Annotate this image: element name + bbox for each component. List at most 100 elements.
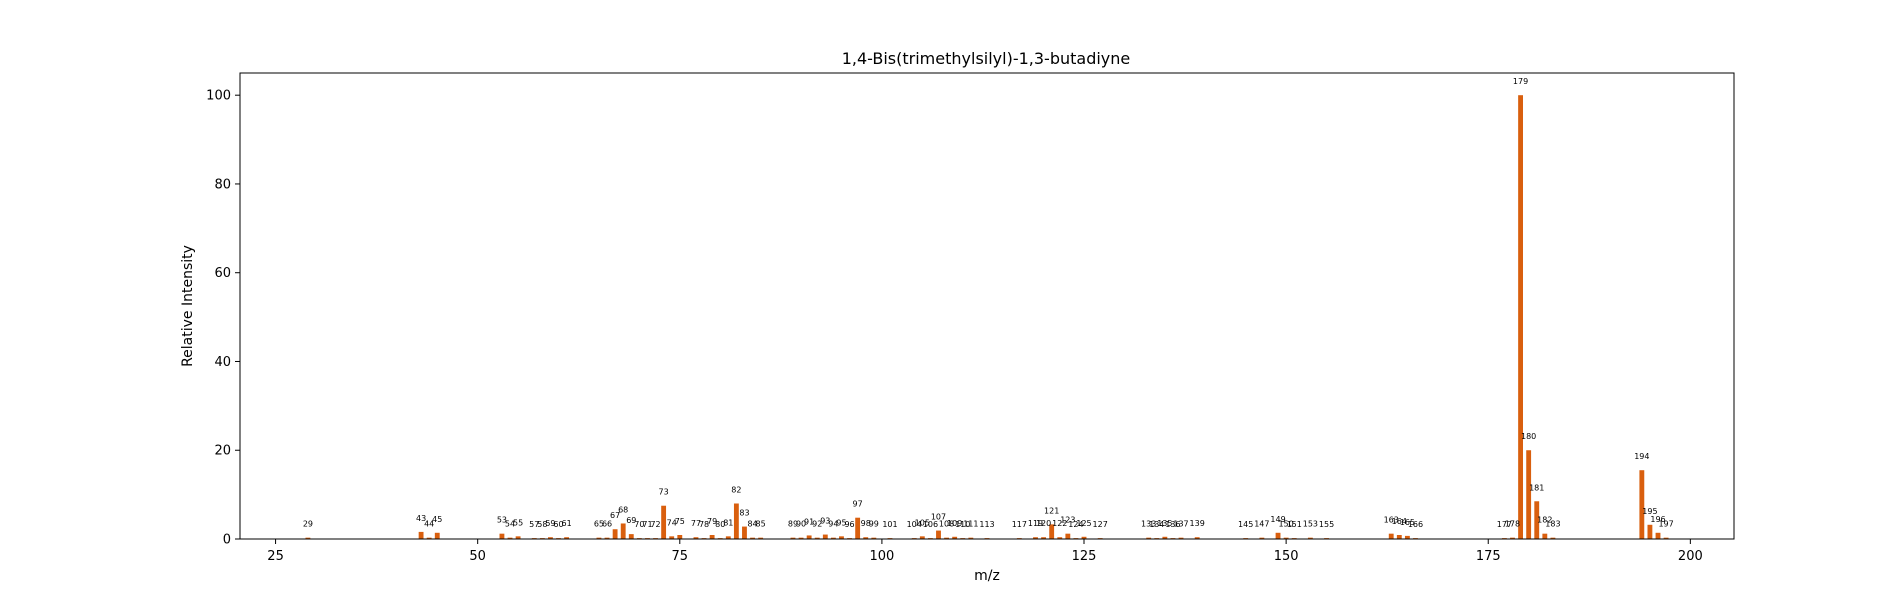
- peak-bar-137: [1178, 537, 1184, 539]
- peak-bar-83: [742, 526, 747, 539]
- peak-label-145: 145: [1238, 520, 1253, 529]
- peak-label-164: 164: [1392, 517, 1407, 526]
- peak-label-106: 106: [923, 520, 938, 529]
- peak-label-54: 54: [505, 520, 515, 529]
- peak-label-122: 122: [1052, 519, 1067, 528]
- peak-label-135: 135: [1157, 519, 1172, 528]
- peak-label-65: 65: [594, 520, 604, 529]
- y-axis-label: Relative Intensity: [180, 245, 196, 367]
- peak-label-90: 90: [796, 520, 806, 529]
- peak-bar-55: [515, 536, 521, 539]
- peak-label-59: 59: [545, 519, 555, 528]
- peak-label-181: 181: [1529, 483, 1544, 492]
- peak-bar-180: [1526, 450, 1532, 539]
- peak-label-68: 68: [618, 505, 628, 514]
- peak-bar-65: [596, 537, 602, 539]
- peak-bar-163: [1388, 533, 1394, 539]
- peak-label-101: 101: [882, 520, 897, 529]
- peak-bar-195: [1647, 524, 1653, 539]
- peak-label-29: 29: [303, 520, 313, 529]
- peak-bar-93: [822, 534, 828, 539]
- x-tick-label: 125: [1072, 549, 1097, 564]
- peak-bar-85: [758, 537, 764, 539]
- peak-label-79: 79: [707, 517, 717, 526]
- peak-label-72: 72: [650, 520, 660, 529]
- peak-bar-54: [507, 537, 513, 539]
- y-tick-label: 40: [214, 355, 231, 370]
- peak-label-108: 108: [939, 520, 954, 529]
- x-tick-label: 200: [1678, 549, 1703, 564]
- peak-bar-133: [1146, 537, 1152, 539]
- peak-label-96: 96: [844, 520, 854, 529]
- peak-bar-182: [1542, 533, 1548, 539]
- peak-label-70: 70: [634, 520, 644, 529]
- x-axis-ticks: 25 50 75 100 125 150 175 200: [267, 539, 1703, 564]
- peak-bar-95: [839, 536, 844, 539]
- peak-label-149: 149: [1270, 515, 1285, 524]
- peak-bar-81: [725, 536, 731, 539]
- peak-label-151: 151: [1287, 520, 1302, 529]
- peak-label-93: 93: [820, 517, 830, 526]
- peak-bar-111: [968, 537, 974, 539]
- peak-label-127: 127: [1093, 520, 1108, 529]
- peak-label-177: 177: [1497, 520, 1512, 529]
- x-tick-label: 175: [1476, 549, 1501, 564]
- peak-label-45: 45: [432, 515, 442, 524]
- peak-label-99: 99: [869, 520, 879, 529]
- peak-label-136: 136: [1165, 520, 1180, 529]
- peak-bar-120: [1041, 537, 1047, 539]
- peak-label-67: 67: [610, 511, 620, 520]
- peak-bar-107: [936, 530, 941, 539]
- peak-bar-125: [1081, 536, 1087, 539]
- peak-bar-89: [790, 537, 796, 539]
- x-axis-label: m/z: [974, 568, 1000, 584]
- peak-bar-122: [1057, 537, 1063, 539]
- peak-label-78: 78: [699, 520, 709, 529]
- peak-label-194: 194: [1634, 452, 1649, 461]
- peak-label-165: 165: [1400, 518, 1415, 527]
- y-tick-label: 60: [214, 266, 231, 281]
- peak-bar-53: [499, 533, 505, 539]
- peak-bar-178: [1510, 537, 1515, 539]
- peak-bar-109: [952, 536, 958, 539]
- plot-area-frame: [239, 72, 1735, 540]
- peak-bar-66: [604, 537, 610, 539]
- peak-label-139: 139: [1190, 519, 1205, 528]
- peak-label-155: 155: [1319, 520, 1334, 529]
- peak-label-180: 180: [1521, 432, 1536, 441]
- peak-label-134: 134: [1149, 520, 1164, 529]
- peak-label-91: 91: [804, 517, 814, 526]
- peak-bar-44: [426, 537, 432, 539]
- peak-label-77: 77: [691, 519, 701, 528]
- peak-bar-91: [806, 535, 812, 539]
- y-tick-label: 100: [206, 89, 231, 104]
- y-tick-label: 80: [214, 177, 231, 192]
- peak-label-83: 83: [739, 509, 749, 518]
- peak-label-69: 69: [626, 516, 636, 525]
- peak-label-163: 163: [1384, 516, 1399, 525]
- x-tick-label: 100: [869, 549, 894, 564]
- peak-label-95: 95: [836, 518, 846, 527]
- peak-label-57: 57: [529, 520, 539, 529]
- peak-bar-108: [944, 537, 950, 539]
- peak-label-92: 92: [812, 520, 822, 529]
- chart-title: 1,4-Bis(trimethylsilyl)-1,3-butadiyne: [842, 49, 1131, 68]
- x-tick-label: 50: [469, 549, 486, 564]
- peak-bar-179: [1518, 95, 1523, 539]
- peak-label-121: 121: [1044, 506, 1059, 515]
- peak-label-117: 117: [1012, 520, 1027, 529]
- x-tick-label: 25: [267, 549, 284, 564]
- peak-bar-105: [919, 536, 925, 539]
- peak-label-150: 150: [1278, 520, 1293, 529]
- peak-label-183: 183: [1545, 520, 1560, 529]
- peak-bar-43: [418, 531, 424, 539]
- y-tick-label: 20: [214, 444, 231, 459]
- peak-label-71: 71: [642, 520, 652, 529]
- peak-label-197: 197: [1658, 520, 1673, 529]
- peak-label-44: 44: [424, 520, 434, 529]
- x-tick-label: 75: [672, 549, 689, 564]
- peak-bar-119: [1033, 537, 1038, 539]
- peak-label-82: 82: [731, 485, 741, 494]
